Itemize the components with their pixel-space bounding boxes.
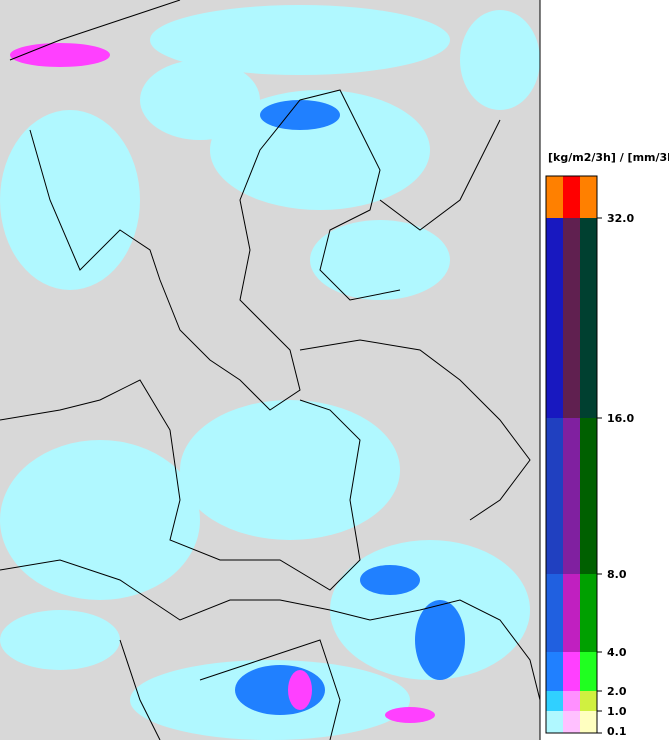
- legend-swatch: [546, 418, 563, 574]
- legend-title: [kg/m2/3h] / [mm/3h]: [548, 151, 669, 164]
- legend-swatch: [580, 218, 597, 418]
- legend-swatch: [580, 691, 597, 711]
- legend-tick-label: 8.0: [607, 568, 627, 581]
- legend-swatch: [563, 418, 580, 574]
- legend-swatch: [563, 711, 580, 733]
- legend-swatch: [580, 711, 597, 733]
- legend-swatch: [563, 176, 580, 218]
- legend-swatch: [546, 652, 563, 691]
- legend-swatch: [580, 652, 597, 691]
- legend-tick-label: 16.0: [607, 412, 634, 425]
- precipitation-areas: [0, 5, 540, 740]
- legend-swatch: [563, 218, 580, 418]
- legend-swatch: [546, 574, 563, 652]
- legend-tick-label: 32.0: [607, 212, 634, 225]
- legend-swatch: [546, 691, 563, 711]
- borders: [0, 0, 541, 740]
- legend-swatch: [546, 218, 563, 418]
- legend-tick-label: 2.0: [607, 685, 627, 698]
- legend-swatch: [580, 418, 597, 574]
- legend-swatch: [546, 176, 563, 218]
- legend-frame: [545, 175, 598, 734]
- legend-swatch: [546, 711, 563, 733]
- legend-swatch: [563, 691, 580, 711]
- legend-swatch: [563, 652, 580, 691]
- legend-swatch: [580, 176, 597, 218]
- legend-tick-label: 1.0: [607, 705, 627, 718]
- legend-swatch: [563, 574, 580, 652]
- legend-swatch: [580, 574, 597, 652]
- legend-tick-label: 0.1: [607, 725, 627, 738]
- legend-tick-label: 4.0: [607, 646, 627, 659]
- legend: [kg/m2/3h] / [mm/3h] 32.0 16.0 8.0 4.0 2.0 1.…: [545, 151, 669, 738]
- map: [0, 0, 541, 740]
